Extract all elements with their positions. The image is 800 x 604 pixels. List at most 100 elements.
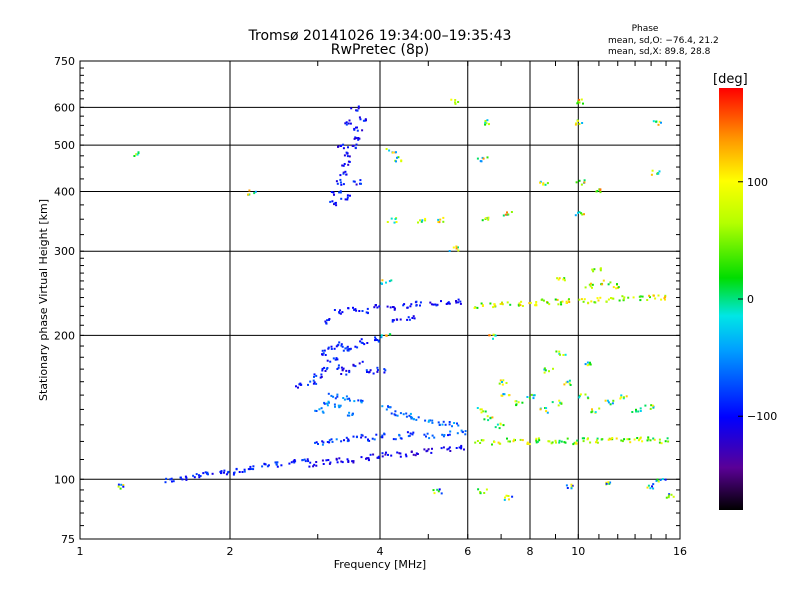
data-point <box>349 348 352 351</box>
data-point <box>485 122 488 125</box>
data-point <box>538 439 541 442</box>
data-point <box>337 364 340 367</box>
data-point <box>336 393 339 396</box>
data-point <box>295 385 297 388</box>
data-point <box>453 422 456 424</box>
data-point <box>437 218 440 221</box>
data-point <box>668 493 671 496</box>
data-point <box>480 408 483 411</box>
data-point <box>419 304 421 307</box>
data-point <box>432 489 435 492</box>
x-tick-label: 2 <box>227 545 234 558</box>
data-point <box>554 298 557 301</box>
data-point <box>136 153 139 156</box>
data-point <box>354 365 357 368</box>
data-point <box>321 367 324 370</box>
data-point <box>589 441 592 444</box>
data-point <box>303 458 306 461</box>
x-tick-label: 10 <box>571 545 585 558</box>
data-point <box>568 382 571 385</box>
data-point <box>185 476 188 479</box>
data-point <box>334 201 337 204</box>
data-point <box>612 286 615 289</box>
data-point <box>460 447 463 450</box>
data-point <box>578 179 581 182</box>
data-point <box>480 411 483 414</box>
data-point <box>620 439 623 442</box>
data-point <box>396 451 399 454</box>
data-point <box>436 488 439 491</box>
data-point <box>451 425 453 428</box>
data-point <box>569 384 572 386</box>
data-point <box>566 487 569 489</box>
data-point <box>342 397 345 399</box>
data-point <box>479 408 482 411</box>
data-point <box>170 477 173 480</box>
data-point <box>315 410 318 412</box>
data-point <box>598 407 601 410</box>
data-point <box>420 220 423 223</box>
data-point <box>339 191 342 194</box>
data-point <box>513 438 516 441</box>
data-point <box>369 453 372 456</box>
data-point <box>344 170 347 173</box>
data-point <box>506 301 509 304</box>
data-point <box>319 376 322 379</box>
data-point <box>628 438 631 441</box>
data-point <box>620 394 623 397</box>
data-point <box>365 457 367 460</box>
data-point <box>365 311 368 314</box>
y-tick-label: 75 <box>61 533 75 546</box>
phase-stats-x: mean, sd,X: 89.8, 28.8 <box>608 47 711 57</box>
data-point <box>345 123 348 126</box>
data-point <box>568 379 571 382</box>
data-point <box>460 429 463 432</box>
data-point <box>339 174 342 177</box>
data-point <box>455 300 457 302</box>
data-point <box>503 498 506 501</box>
data-point <box>400 437 403 440</box>
data-point <box>327 459 330 461</box>
data-point <box>548 303 551 306</box>
x-tick-label: 4 <box>377 545 384 558</box>
data-point <box>263 463 266 466</box>
data-point <box>632 296 635 299</box>
data-point <box>383 371 386 374</box>
data-point <box>554 439 557 442</box>
data-point <box>457 301 460 304</box>
data-point <box>347 439 350 442</box>
data-point <box>635 410 638 413</box>
data-point <box>321 349 324 352</box>
data-point <box>633 438 636 441</box>
data-point <box>664 440 667 443</box>
data-point <box>361 399 364 402</box>
data-point <box>347 459 350 462</box>
data-point <box>348 155 351 158</box>
data-point <box>223 471 225 474</box>
data-point <box>578 101 581 104</box>
data-point <box>563 279 566 282</box>
data-point <box>456 432 459 435</box>
data-point <box>415 300 418 303</box>
data-point <box>249 465 252 468</box>
data-point <box>445 303 448 305</box>
colorbar-tick-label: 0 <box>747 293 754 306</box>
data-point <box>484 217 487 220</box>
data-point <box>491 416 494 419</box>
data-point <box>353 400 356 403</box>
data-point <box>476 157 479 160</box>
data-point <box>590 282 592 285</box>
data-point <box>615 287 618 290</box>
data-point <box>352 461 355 464</box>
data-point <box>412 453 415 456</box>
data-point <box>399 455 402 458</box>
data-point <box>521 401 524 404</box>
data-point <box>571 484 574 487</box>
data-point <box>428 419 431 422</box>
data-point <box>253 192 256 195</box>
data-point <box>655 479 658 482</box>
data-point <box>340 460 343 463</box>
data-point <box>499 303 502 305</box>
data-point <box>492 337 494 340</box>
data-point <box>607 298 610 301</box>
